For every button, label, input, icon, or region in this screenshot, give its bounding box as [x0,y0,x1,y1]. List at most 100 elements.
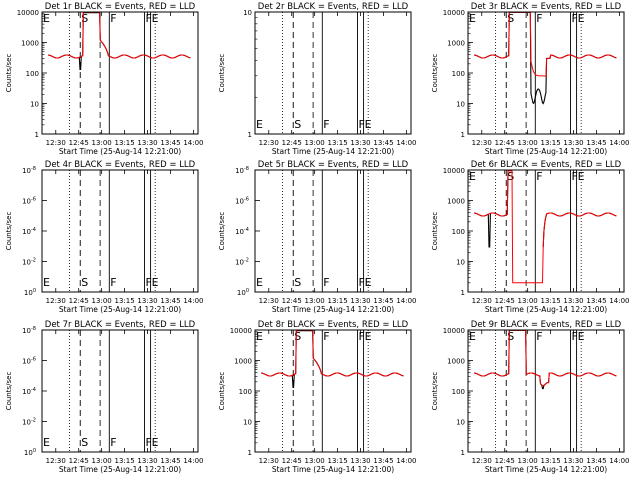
panel-title: Det 7r BLACK = Events, RED = LLD [45,320,196,330]
y-tick-label: 10 [243,419,252,427]
y-axis-label: Counts/sec [431,372,439,411]
y-tick-label: 1000 [234,358,252,366]
event-marker-label: E [256,118,263,131]
x-tick-label: 13:30 [350,457,370,465]
y-tick-label: 10000 [230,327,252,335]
plot-frame [254,11,412,135]
y-axis-label: Counts/sec [431,212,439,251]
x-tick-label: 12:30 [46,457,66,465]
x-tick-label: 12:45 [69,457,89,465]
x-tick-label: 12:30 [259,457,279,465]
x-tick-label: 13:15 [327,139,347,147]
detector-panel-7: Det 7r BLACK = Events, RED = LLD 100 10-2 1… [5,320,204,474]
event-marker-label: F [571,170,577,183]
y-tick-label: 10-4 [22,387,36,396]
y-axis-label: Counts/sec [218,212,226,251]
x-tick-label: 12:30 [46,139,66,147]
y-tick-label: 1 [248,449,252,457]
plot-frame [467,329,625,453]
x-tick-label: 12:45 [495,457,515,465]
x-tick-label: 13:15 [540,297,560,305]
x-tick-label: 14:00 [396,457,416,465]
y-tick-label: 10-6 [22,197,36,206]
x-tick-label: 12:45 [69,297,89,305]
y-tick-label: 10 [456,419,465,427]
x-axis-label: Start Time (25-Aug-14 12:21:00) [272,305,394,314]
y-tick-label: 10-8 [22,326,36,335]
y-tick-label: 100 [26,70,39,78]
detector-panel-3: Det 3r BLACK = Events, RED = LLD 1 10 100 10… [431,2,630,156]
event-marker-label: S [81,276,88,289]
event-marker-label: F [110,276,116,289]
x-tick-label: 13:15 [327,457,347,465]
x-tick-label: 12:45 [495,139,515,147]
x-tick-label: 14:00 [183,297,203,305]
x-tick-label: 14:00 [609,297,629,305]
x-tick-label: 13:45 [586,297,606,305]
x-tick-label: 13:30 [563,457,583,465]
x-tick-label: 13:30 [137,457,157,465]
y-axis-label: Counts/sec [218,372,226,411]
event-marker-label: F [145,276,151,289]
x-tick-label: 13:00 [92,139,112,147]
event-marker-label: E [43,276,50,289]
x-tick-label: 13:30 [563,297,583,305]
event-marker-label: S [507,330,514,343]
x-tick-label: 13:30 [350,139,370,147]
event-marker-label: F [110,436,116,449]
event-marker-label: S [507,12,514,25]
event-marker-label: F [571,330,577,343]
x-tick-label: 13:45 [586,139,606,147]
x-tick-label: 14:00 [609,139,629,147]
y-tick-label: 10 [243,9,252,17]
plot-frame [254,329,412,453]
x-tick-label: 13:45 [586,457,606,465]
x-axis-label: Start Time (25-Aug-14 12:21:00) [485,147,607,156]
event-marker-label: S [294,330,301,343]
event-marker-label: E [469,330,476,343]
x-tick-label: 13:00 [518,457,538,465]
y-tick-label: 10000 [443,167,465,175]
y-tick-label: 10-6 [22,357,36,366]
x-tick-label: 12:45 [282,297,302,305]
x-tick-label: 13:30 [563,139,583,147]
detector-panel-4: Det 4r BLACK = Events, RED = LLD 100 10-2 1… [5,160,204,314]
event-marker-label: E [256,276,263,289]
y-tick-label: 10-4 [22,227,36,236]
x-tick-label: 13:15 [540,139,560,147]
y-axis-label: Counts/sec [5,54,13,93]
x-tick-label: 12:30 [472,297,492,305]
x-axis-label: Start Time (25-Aug-14 12:21:00) [485,305,607,314]
x-tick-label: 12:30 [472,139,492,147]
detector-panel-2: Det 2r BLACK = Events, RED = LLD 1 10 Count… [218,2,417,156]
event-marker-label: E [152,436,159,449]
detector-panel-6: Det 6r BLACK = Events, RED = LLD 1 10 100 10… [431,160,630,314]
event-marker-label: E [365,118,372,131]
y-tick-label: 1000 [21,40,39,48]
event-marker-label: F [536,330,542,343]
event-marker-label: F [145,12,151,25]
panel-title: Det 8r BLACK = Events, RED = LLD [258,320,409,330]
x-tick-label: 14:00 [396,139,416,147]
event-marker-label: S [507,170,514,183]
lld-trace [48,11,191,59]
y-tick-label: 100 [24,288,36,297]
x-tick-label: 13:00 [92,297,112,305]
event-marker-label: E [469,12,476,25]
y-tick-label: 10-2 [22,258,36,267]
y-tick-label: 10-2 [22,418,36,427]
x-tick-label: 13:00 [518,139,538,147]
event-marker-label: E [578,170,585,183]
panel-title: Det 4r BLACK = Events, RED = LLD [45,160,196,170]
event-marker-label: F [358,330,364,343]
x-tick-label: 13:15 [114,297,134,305]
event-marker-label: E [43,436,50,449]
x-tick-label: 13:30 [137,139,157,147]
x-tick-label: 13:15 [327,297,347,305]
event-marker-label: S [294,276,301,289]
event-marker-label: E [43,12,50,25]
event-marker-label: F [145,436,151,449]
x-tick-label: 13:15 [114,457,134,465]
x-tick-label: 13:00 [518,297,538,305]
x-axis-label: Start Time (25-Aug-14 12:21:00) [59,305,181,314]
